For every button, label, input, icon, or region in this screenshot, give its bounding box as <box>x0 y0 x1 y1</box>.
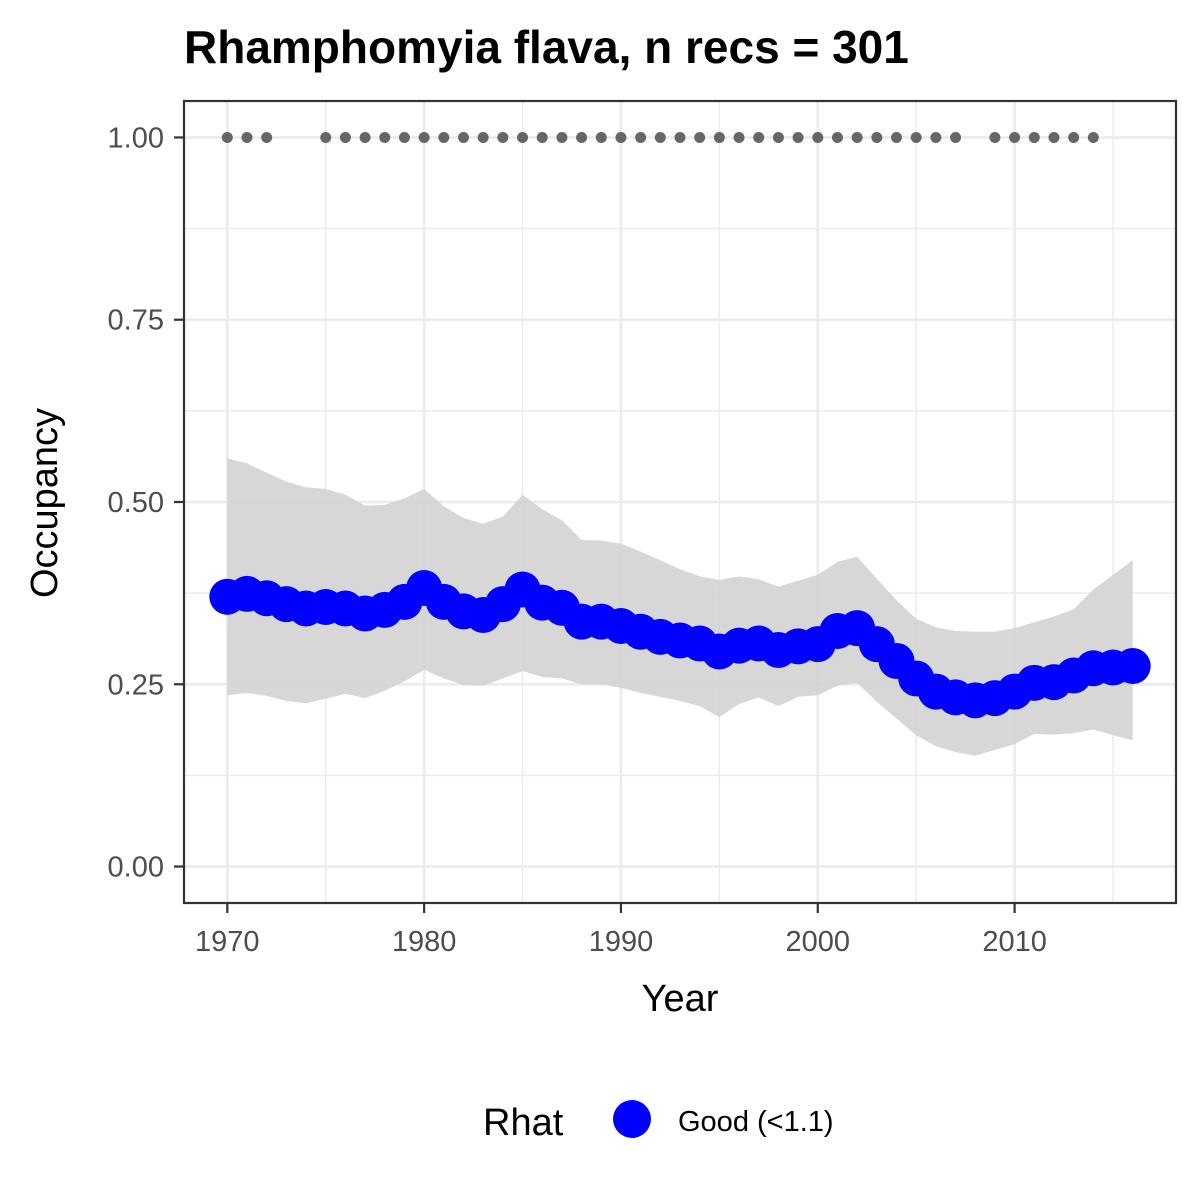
legend-label-good: Good (<1.1) <box>678 1106 834 1138</box>
legend: Rhat Good (<1.1) <box>483 1100 834 1144</box>
y-tick-label: 0.50 <box>108 487 164 519</box>
legend-title: Rhat <box>483 1102 564 1144</box>
record-point <box>379 131 391 143</box>
record-point <box>733 131 745 143</box>
y-tick-label: 1.00 <box>108 122 164 154</box>
record-point <box>792 131 804 143</box>
record-point <box>831 131 843 143</box>
record-point <box>536 131 548 143</box>
record-point <box>615 131 627 143</box>
x-tick-label: 1970 <box>195 926 260 958</box>
record-point <box>930 131 942 143</box>
legend-key-good <box>613 1100 651 1138</box>
record-point <box>359 131 371 143</box>
record-point <box>497 131 509 143</box>
record-point <box>517 131 529 143</box>
record-point <box>812 131 824 143</box>
record-point <box>1028 131 1040 143</box>
x-tick-label: 2010 <box>982 926 1047 958</box>
record-point <box>339 131 351 143</box>
y-tick-label: 0.25 <box>108 669 164 701</box>
record-point <box>694 131 706 143</box>
record-point <box>871 131 883 143</box>
record-point <box>989 131 1001 143</box>
occupancy-point <box>1114 648 1151 685</box>
record-points <box>221 131 1099 143</box>
record-point <box>753 131 765 143</box>
record-point <box>910 131 922 143</box>
record-point <box>438 131 450 143</box>
record-point <box>398 131 410 143</box>
x-tick-label: 1990 <box>589 926 654 958</box>
record-point <box>851 131 863 143</box>
x-axis-title: Year <box>642 978 719 1020</box>
record-point <box>477 131 489 143</box>
x-tick-label: 2000 <box>786 926 851 958</box>
record-point <box>713 131 725 143</box>
chart-title: Rhamphomyia flava, n recs = 301 <box>184 21 909 73</box>
occupancy-points <box>209 570 1151 719</box>
record-point <box>1068 131 1080 143</box>
record-point <box>891 131 903 143</box>
y-tick-label: 0.00 <box>108 852 164 884</box>
record-point <box>950 131 962 143</box>
record-point <box>320 131 332 143</box>
record-point <box>772 131 784 143</box>
y-tick-label: 0.75 <box>108 305 164 337</box>
record-point <box>221 131 233 143</box>
record-point <box>457 131 469 143</box>
y-axis: 0.00 0.25 0.50 0.75 1.00 <box>108 122 184 884</box>
record-point <box>1048 131 1060 143</box>
record-point <box>595 131 607 143</box>
record-point <box>576 131 588 143</box>
record-point <box>1009 131 1021 143</box>
record-point <box>674 131 686 143</box>
x-axis: 1970 1980 1990 2000 2010 <box>195 903 1047 958</box>
y-axis-title: Occupancy <box>24 408 66 598</box>
record-point <box>241 131 253 143</box>
record-point <box>261 131 273 143</box>
record-point <box>635 131 647 143</box>
record-point <box>556 131 568 143</box>
x-tick-label: 1980 <box>392 926 457 958</box>
record-point <box>418 131 430 143</box>
record-point <box>654 131 666 143</box>
record-point <box>1087 131 1099 143</box>
